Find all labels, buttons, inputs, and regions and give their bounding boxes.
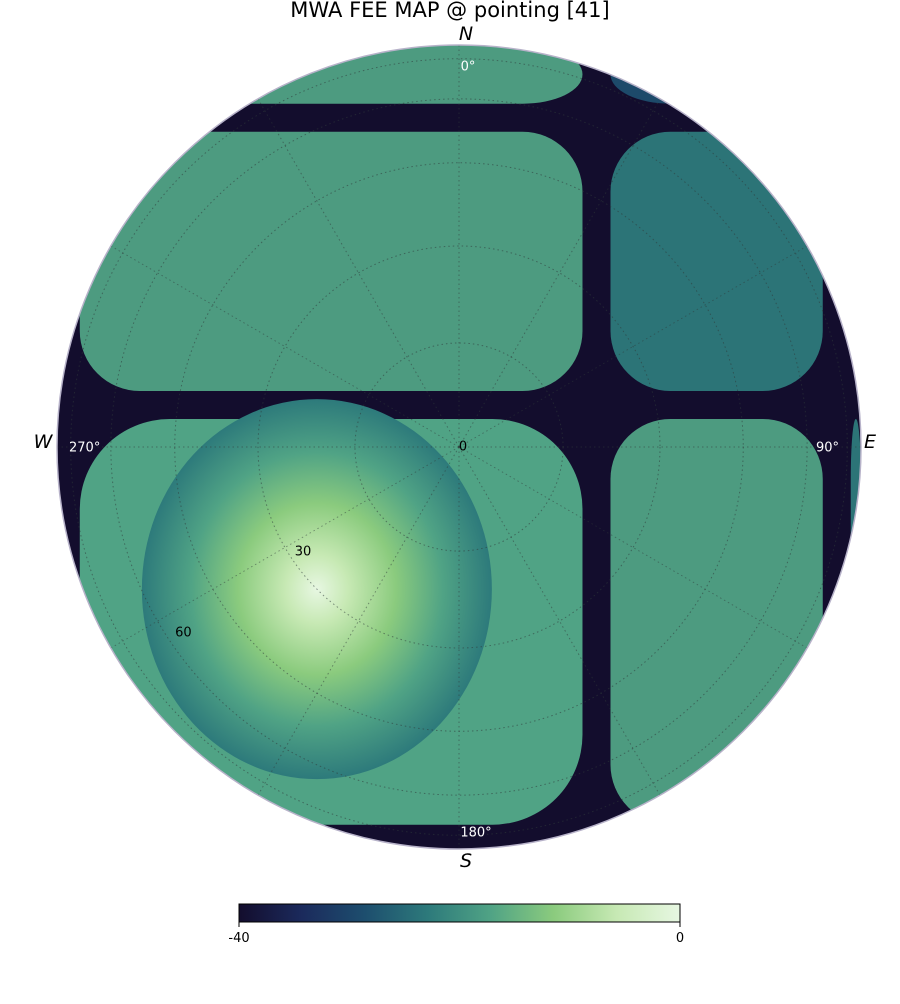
zenith-angle-label-1: 30 <box>295 545 312 560</box>
azimuth-label-3: 270° <box>69 441 100 456</box>
azimuth-label-1: 90° <box>816 441 839 456</box>
cardinal-west-label: W <box>34 431 54 453</box>
grid-ring-1 <box>257 245 661 649</box>
colorbar-max-label: 0 <box>676 931 684 946</box>
sidelobe-east <box>610 418 823 825</box>
cardinal-north-label: N <box>459 23 473 45</box>
azimuth-label-2: 180° <box>460 826 491 841</box>
horizon-rim <box>56 44 862 850</box>
azimuth-label-0: 0° <box>461 60 476 75</box>
sidelobe-north-east <box>610 45 823 104</box>
cardinal-south-label: S <box>460 850 472 872</box>
azimuth-labels: 0° 90° 180° 270° <box>69 60 839 841</box>
sidelobe-east-upper <box>610 131 823 391</box>
polar-grid <box>57 45 861 849</box>
colorbar-bar <box>238 903 681 923</box>
colorbar-min-label: -40 <box>228 931 249 946</box>
sidelobe-north <box>57 45 583 104</box>
chart-title: MWA FEE MAP @ pointing [41] <box>290 0 610 22</box>
colorbar: -40 0 <box>228 903 684 946</box>
zenith-angle-label-0: 0 <box>459 440 467 455</box>
grid-ring-3 <box>110 98 808 796</box>
cardinal-east-label: E <box>864 431 876 453</box>
sidelobe-north-centre <box>79 131 583 391</box>
zenith-angle-labels: 0 30 60 <box>175 440 467 641</box>
zenith-angle-label-2: 60 <box>175 625 192 640</box>
